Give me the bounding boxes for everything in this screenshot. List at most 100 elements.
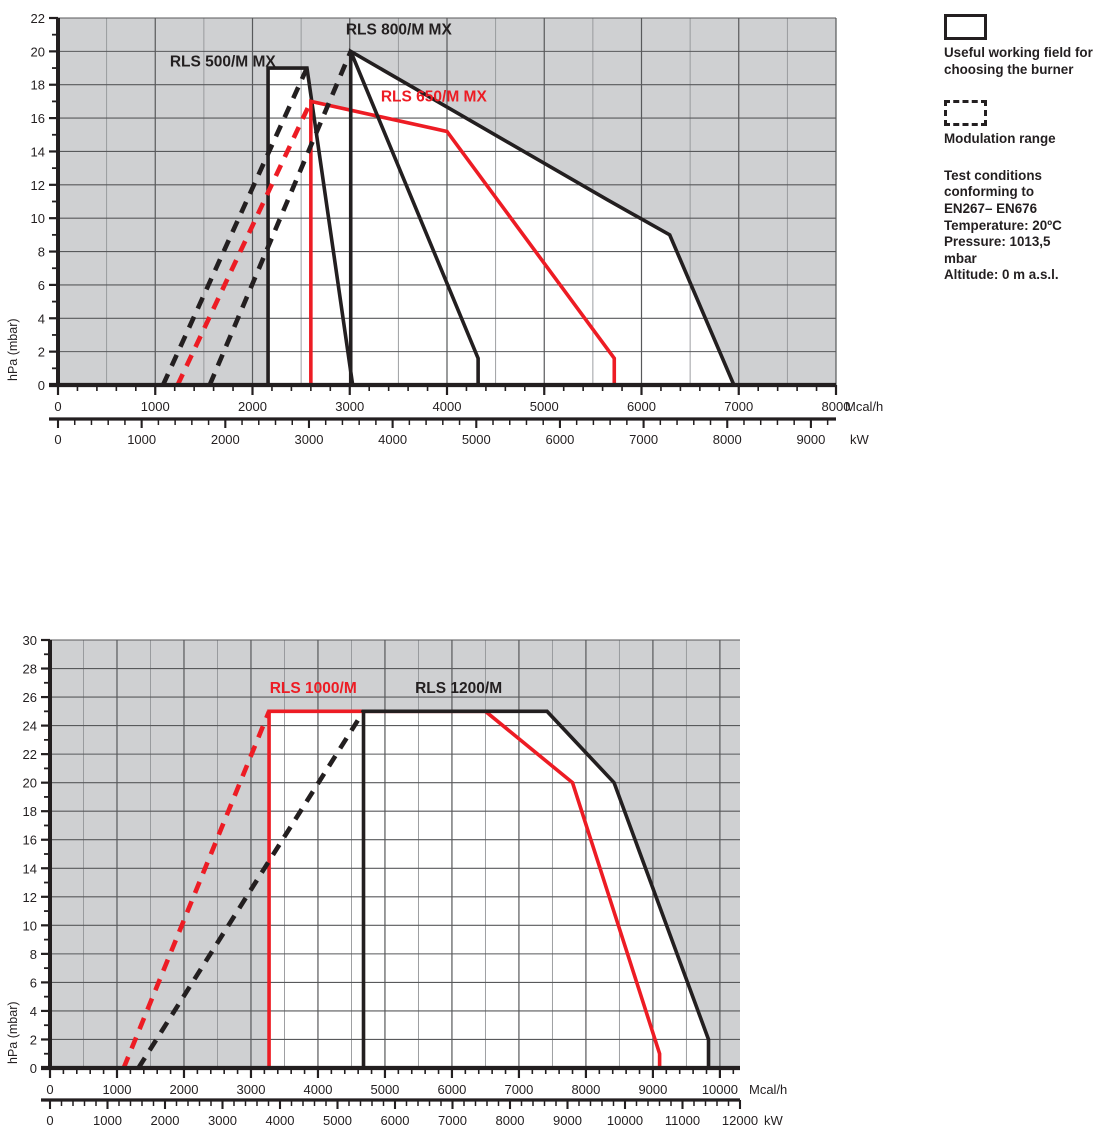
y-tick-label: 22 <box>31 11 45 26</box>
x-tick-label-primary: 3000 <box>335 399 364 414</box>
series-line <box>309 99 617 385</box>
series-line <box>267 709 662 1068</box>
y-tick-label: 22 <box>23 747 37 762</box>
y-tick-label: 2 <box>30 1032 37 1047</box>
chart-lower: 0 2 4 6 8 10 12 14 16 18 20 22 24 26 28 30 0 1000 2000 3000… <box>0 624 900 1143</box>
useful-field-fill <box>363 711 709 1068</box>
x-tick-label-primary: 1000 <box>103 1082 132 1097</box>
y-tick-label: 28 <box>23 662 37 677</box>
chart-upper-x-unit-mcal: Mcal/h <box>845 399 884 414</box>
x-tick-label-primary: 0 <box>46 1082 53 1097</box>
series-line <box>266 66 355 386</box>
test-conditions-line: EN267– EN676 <box>944 200 1038 216</box>
x-tick-label-secondary: 7000 <box>629 432 658 447</box>
x-tick-label-primary: 5000 <box>530 399 559 414</box>
x-tick-label-primary: 4000 <box>433 399 462 414</box>
x-tick-label-secondary: 5000 <box>462 432 491 447</box>
series-annotation: RLS 650/M MX <box>381 88 488 105</box>
x-tick-label-secondary: 0 <box>46 1113 53 1128</box>
x-tick-label-secondary: 1000 <box>93 1113 122 1128</box>
chart-upper: 0 2 4 6 8 10 12 14 16 18 20 22 0 1000 2000 3000 4000 5000… <box>0 0 900 450</box>
x-tick-label-secondary: 6000 <box>545 432 574 447</box>
annotations: RLS 1000/M RLS 1200/M <box>270 680 502 697</box>
series-annotation: RLS 1000/M <box>270 680 357 697</box>
x-tick-label-primary: 10000 <box>702 1082 738 1097</box>
y-tick-label: 30 <box>23 633 37 648</box>
y-tick-label: 14 <box>23 861 37 876</box>
x-axis-secondary: 0 1000 2000 3000 4000 5000 6000 7000 8000 9000 <box>49 417 836 447</box>
legend-modulation-label: Modulation range <box>944 131 1056 147</box>
series-line <box>121 710 272 1069</box>
series-annotation: RLS 500/M MX <box>170 53 277 70</box>
y-tick-label: 12 <box>31 178 45 193</box>
series-line <box>136 710 366 1070</box>
x-tick-label-secondary: 2000 <box>151 1113 180 1128</box>
series-line <box>160 67 310 386</box>
legend-spacer <box>944 148 1109 168</box>
x-tick-label-primary: 8000 <box>571 1082 600 1097</box>
y-tick-label: 10 <box>31 211 45 226</box>
x-tick-label-secondary: 6000 <box>381 1113 410 1128</box>
y-tick-label: 24 <box>23 719 37 734</box>
x-tick-label-secondary: 2000 <box>211 432 240 447</box>
x-tick-label-primary: 3000 <box>237 1082 266 1097</box>
x-tick-label-primary: 7000 <box>724 399 753 414</box>
x-tick-label-secondary: 8000 <box>496 1113 525 1128</box>
x-tick-label-secondary: 3000 <box>208 1113 237 1128</box>
series-annotation: RLS 1200/M <box>415 680 502 697</box>
x-tick-label-primary: 8000 <box>822 399 851 414</box>
x-tick-label-primary: 6000 <box>627 399 656 414</box>
chart-upper-x-unit-kw: kW <box>850 432 869 447</box>
y-tick-label: 14 <box>31 144 45 159</box>
legend-useful-field-label: Useful working field for choosing the bu… <box>944 45 1093 77</box>
y-tick-label: 6 <box>30 975 37 990</box>
x-tick-label-secondary: 7000 <box>438 1113 467 1128</box>
x-tick-label-secondary: 4000 <box>266 1113 295 1128</box>
x-tick-label-secondary: 5000 <box>323 1113 352 1128</box>
series-annotation: RLS 800/M MX <box>346 22 453 39</box>
y-tick-label: 20 <box>31 44 45 59</box>
y-tick-label: 8 <box>38 245 45 260</box>
x-tick-label-secondary: 3000 <box>295 432 324 447</box>
legend-modulation-swatch <box>944 100 987 127</box>
grid-major <box>50 639 740 1068</box>
y-tick-label: 0 <box>38 378 45 393</box>
x-tick-label-primary: 9000 <box>638 1082 667 1097</box>
y-tick-label: 12 <box>23 890 37 905</box>
x-tick-label-secondary: 0 <box>54 432 61 447</box>
test-conditions-text: Test conditions conforming to EN267– EN676… <box>944 168 1109 284</box>
x-axis-primary: 0 1000 2000 3000 4000 5000 6000 7000 8000 <box>54 385 850 414</box>
test-conditions-line: Pressure: 1013,5 <box>944 234 1051 250</box>
legend-panel: Useful working field for choosing the bu… <box>944 14 1109 284</box>
y-tick-label: 10 <box>23 918 37 933</box>
chart-lower-y-axis-label: hPa (mbar) <box>6 1001 20 1064</box>
useful-field-regions <box>269 711 709 1068</box>
x-tick-label-secondary: 9000 <box>796 432 825 447</box>
y-tick-label: 18 <box>23 804 37 819</box>
chart-upper-canvas: 0 2 4 6 8 10 12 14 16 18 20 22 0 1000 2000 3000 4000 5000… <box>31 11 851 447</box>
chart-lower-x-unit-mcal: Mcal/h <box>749 1082 788 1097</box>
test-conditions-line: conforming to <box>944 184 1035 200</box>
y-tick-label: 4 <box>38 311 45 326</box>
x-tick-label-primary: 1000 <box>141 399 170 414</box>
series-line <box>207 50 353 386</box>
x-tick-label-secondary: 4000 <box>378 432 407 447</box>
x-tick-label-primary: 2000 <box>170 1082 199 1097</box>
series-line <box>175 100 313 386</box>
x-axis-primary: 0 1000 2000 3000 4000 5000 6000 7000 8000 9000 100… <box>46 1068 738 1097</box>
annotations: RLS 500/M MX RLS 800/M MX RLS 650/M MX <box>170 22 488 106</box>
y-tick-label: 16 <box>31 111 45 126</box>
x-tick-label-secondary: 12000 <box>722 1113 758 1128</box>
y-tick-label: 4 <box>30 1004 37 1019</box>
series-line <box>348 48 736 386</box>
y-tick-label: 0 <box>30 1061 37 1076</box>
y-tick-label: 6 <box>38 278 45 293</box>
x-tick-label-primary: 6000 <box>437 1082 466 1097</box>
test-conditions-line: Temperature: 20ºC <box>944 217 1062 233</box>
grid-major <box>58 17 837 385</box>
x-tick-label-primary: 0 <box>54 399 61 414</box>
series-line <box>349 50 480 385</box>
